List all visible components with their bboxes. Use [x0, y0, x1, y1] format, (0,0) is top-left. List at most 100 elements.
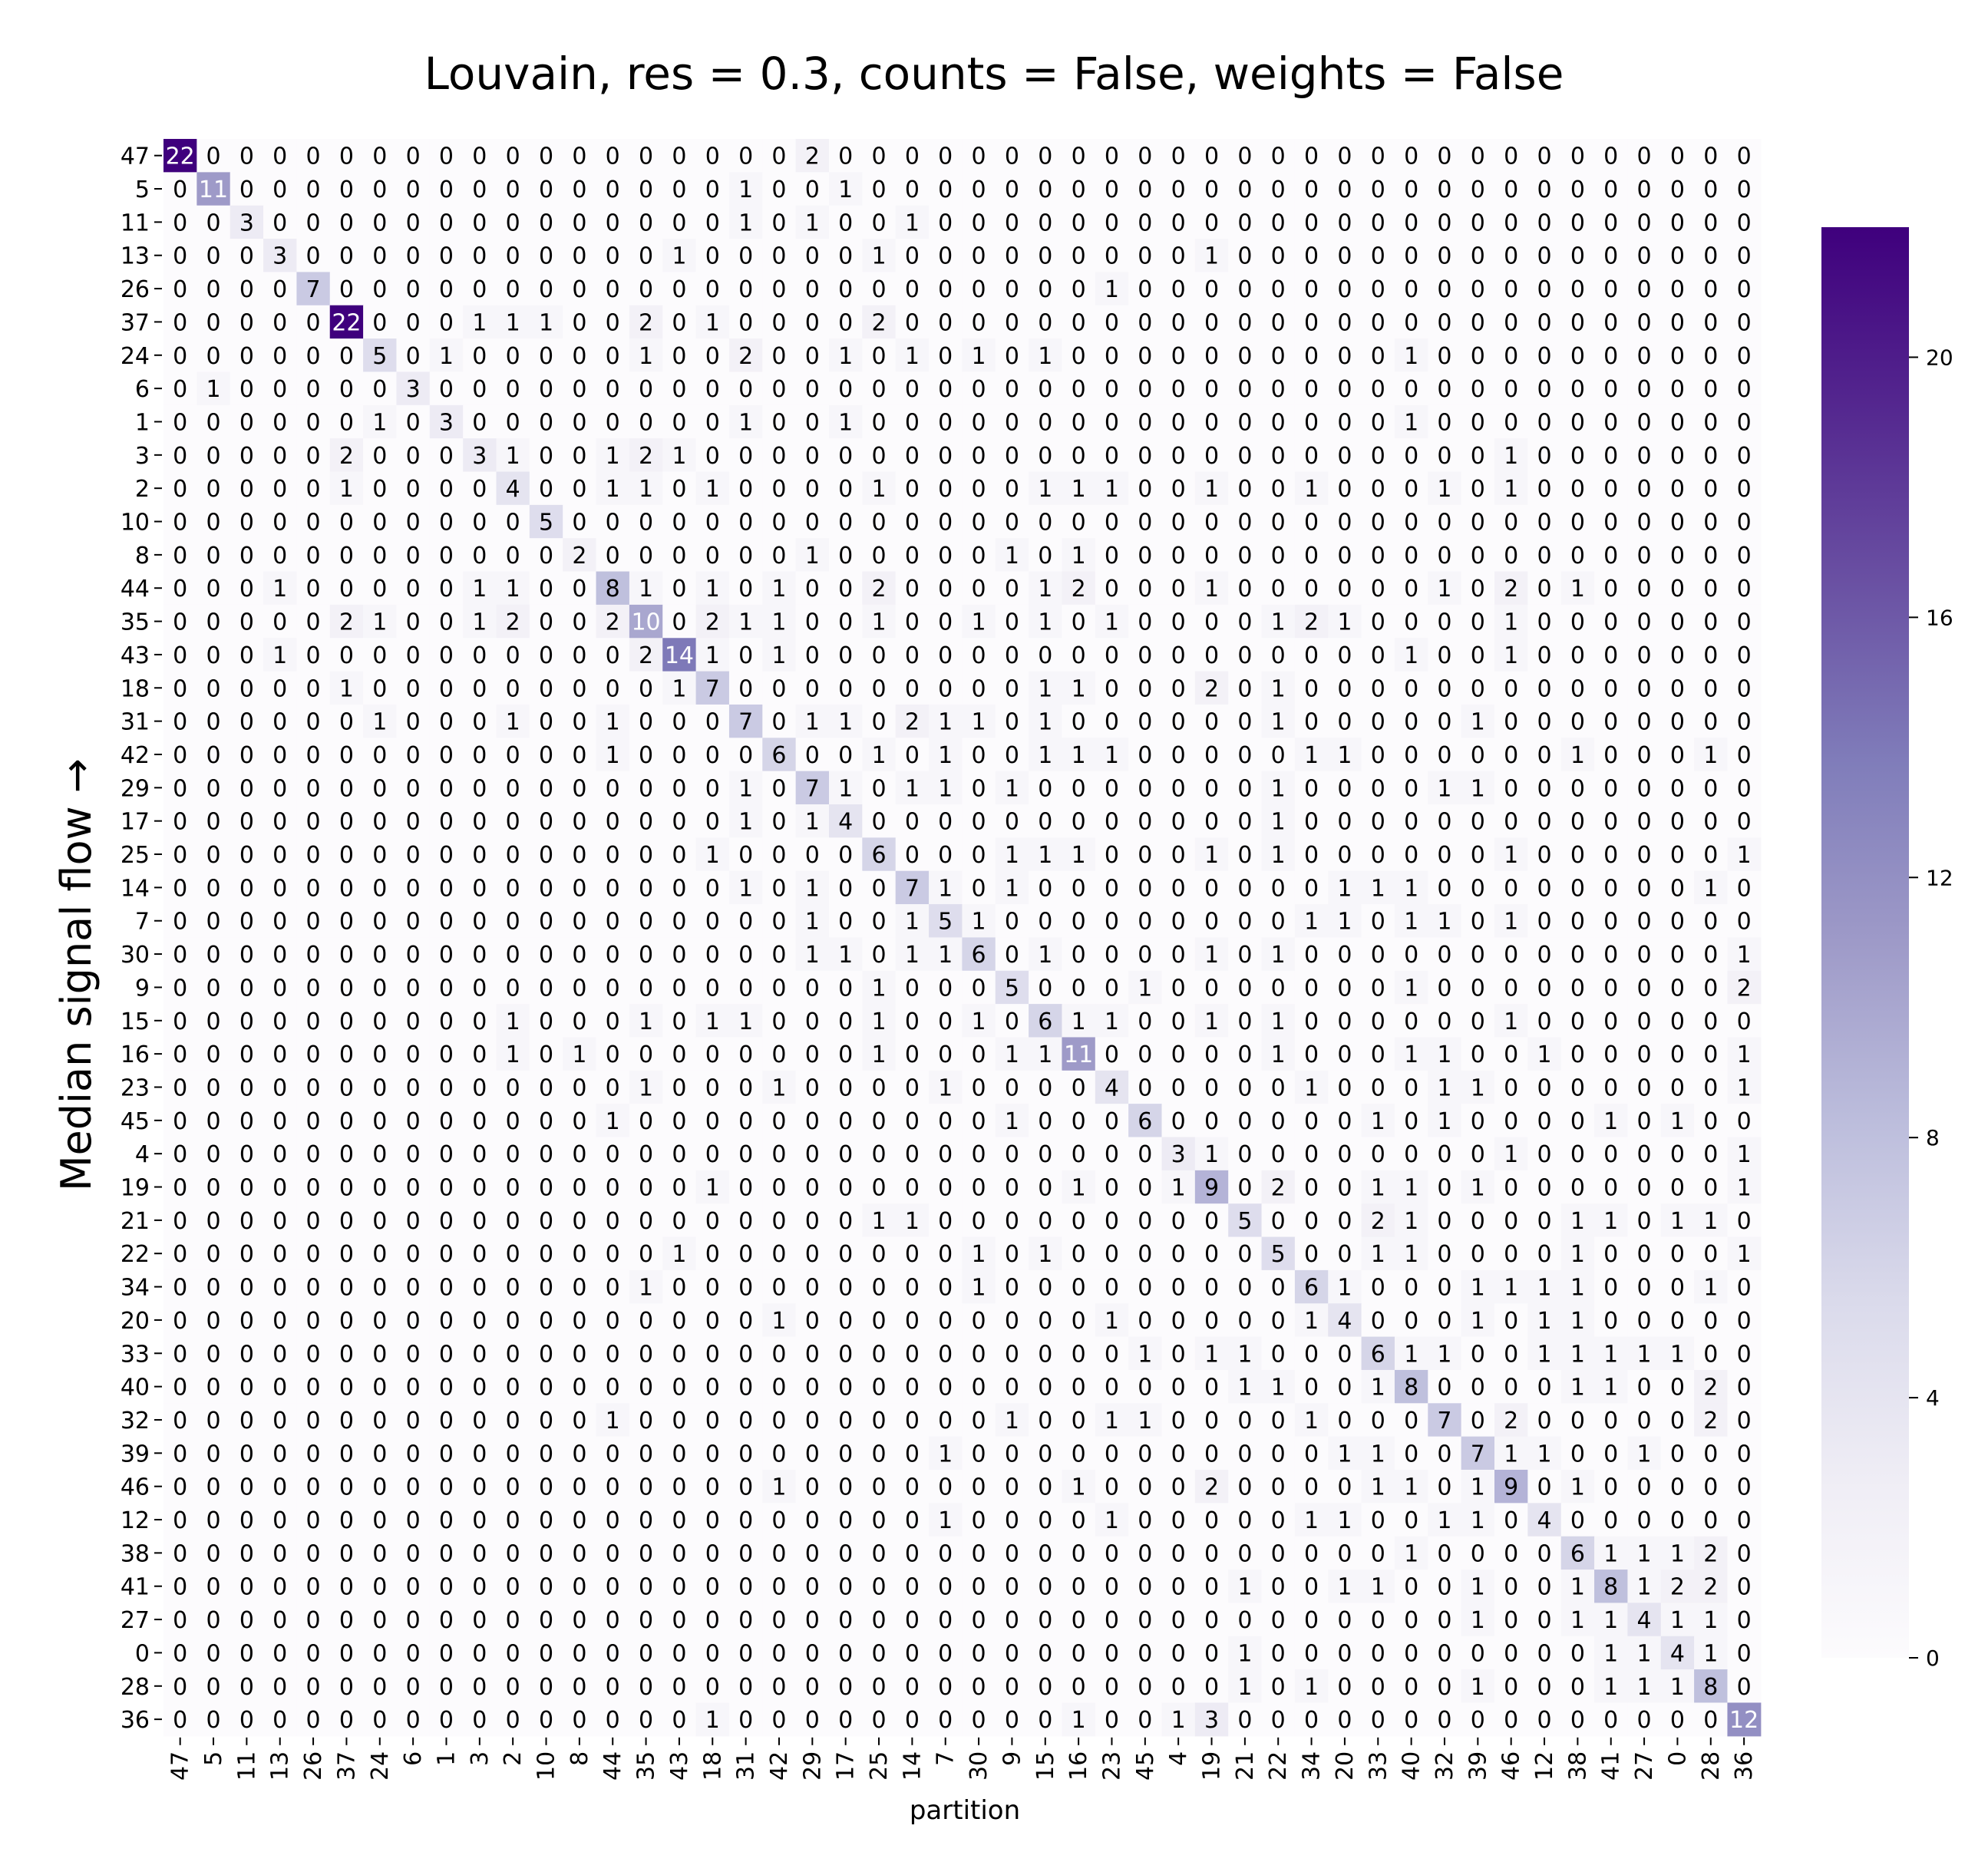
cell-value-label: 0	[972, 309, 986, 336]
cell-value-label: 0	[1637, 409, 1652, 436]
cell-value-label: 0	[805, 576, 820, 602]
cell-value-label: 0	[239, 775, 254, 802]
heatmap-cell	[1627, 239, 1662, 272]
cell-value-label: 0	[1537, 975, 1551, 1002]
cell-value-label: 0	[838, 609, 853, 636]
cell-value-label: 0	[1038, 1574, 1052, 1601]
cell-value-label: 0	[439, 1707, 454, 1734]
cell-value-label: 0	[1072, 1141, 1086, 1168]
cell-value-label: 0	[771, 343, 786, 370]
cell-value-label: 0	[972, 1208, 986, 1235]
cell-value-label: 0	[1504, 709, 1518, 736]
cell-value-label: 0	[472, 709, 487, 736]
cell-value-label: 0	[306, 510, 321, 536]
cell-value-label: 0	[572, 609, 586, 636]
cell-value-label: 0	[572, 1308, 586, 1335]
cell-value-label: 0	[1637, 1175, 1652, 1202]
cell-value-label: 1	[1038, 942, 1052, 969]
cell-value-label: 1	[1337, 1275, 1352, 1302]
cell-value-label: 0	[1537, 543, 1551, 569]
cell-value-label: 0	[1304, 642, 1319, 669]
cell-value-label: 0	[1005, 1607, 1019, 1634]
cell-value-label: 0	[938, 1275, 953, 1302]
cell-value-label: 0	[1105, 1141, 1119, 1168]
cell-value-label: 0	[838, 1308, 853, 1335]
cell-value-label: 0	[1237, 543, 1252, 569]
cell-value-label: 0	[838, 144, 853, 170]
heatmap-cell	[1727, 205, 1762, 239]
cell-value-label: 1	[1337, 875, 1352, 902]
heatmap-cell	[1594, 172, 1628, 206]
cell-value-label: 0	[1537, 177, 1551, 203]
cell-value-label: 0	[1537, 276, 1551, 303]
heatmap-cell	[1461, 172, 1495, 206]
heatmap-cell	[1560, 172, 1595, 206]
cell-value-label: 0	[1603, 1074, 1618, 1101]
cell-value-label: 1	[1737, 1041, 1752, 1068]
cell-value-label: 1	[1670, 1674, 1685, 1701]
cell-value-label: 0	[406, 1540, 421, 1567]
heatmap-cell	[662, 172, 697, 206]
cell-value-label: 0	[1404, 243, 1418, 270]
cell-value-label: 0	[506, 1640, 520, 1667]
cell-value-label: 0	[1570, 775, 1585, 802]
cell-value-label: 1	[1304, 1308, 1319, 1335]
cell-value-label: 1	[1204, 842, 1219, 869]
cell-value-label: 0	[1371, 1141, 1385, 1168]
heatmap-cell	[1727, 172, 1762, 206]
cell-value-label: 0	[771, 510, 786, 536]
cell-value-label: 0	[173, 177, 187, 203]
cell-value-label: 1	[1437, 1108, 1451, 1135]
cell-value-label: 7	[738, 709, 753, 736]
cell-value-label: 1	[606, 742, 620, 769]
cell-value-label: 0	[173, 476, 187, 503]
heatmap-cell	[1228, 239, 1263, 272]
cell-value-label: 0	[1271, 309, 1286, 336]
cell-value-label: 0	[1570, 409, 1585, 436]
cell-value-label: 0	[972, 842, 986, 869]
y-tick-label: 19	[121, 1175, 150, 1202]
cell-value-label: 0	[838, 276, 853, 303]
cell-value-label: 0	[1138, 1441, 1152, 1467]
cell-value-label: 0	[805, 1507, 820, 1534]
cell-value-label: 0	[1570, 1441, 1585, 1467]
heatmap-cell	[1394, 139, 1428, 173]
cell-value-label: 0	[1171, 875, 1186, 902]
cell-value-label: 0	[1304, 1540, 1319, 1567]
cell-value-label: 6	[1038, 1008, 1052, 1035]
cell-value-label: 0	[905, 1640, 920, 1667]
cell-value-label: 1	[938, 1507, 953, 1534]
cell-value-label: 0	[1404, 609, 1418, 636]
x-tick-label: 10	[533, 1751, 560, 1781]
cell-value-label: 0	[406, 1241, 421, 1268]
cell-value-label: 1	[1237, 1674, 1252, 1701]
cell-value-label: 1	[1637, 1441, 1652, 1467]
cell-value-label: 0	[1237, 476, 1252, 503]
cell-value-label: 0	[1105, 842, 1119, 869]
cell-value-label: 0	[1504, 1540, 1518, 1567]
cell-value-label: 0	[572, 177, 586, 203]
cell-value-label: 0	[539, 1707, 553, 1734]
cell-value-label: 0	[705, 875, 720, 902]
cell-value-label: 0	[1537, 909, 1551, 936]
heatmap-cell	[1361, 139, 1395, 173]
cell-value-label: 0	[1437, 243, 1451, 270]
x-tick-label: 35	[633, 1751, 660, 1781]
cell-value-label: 1	[972, 343, 986, 370]
cell-value-label: 0	[1138, 1707, 1152, 1734]
cell-value-label: 0	[1737, 1008, 1752, 1035]
y-tick-label: 27	[121, 1607, 150, 1634]
cell-value-label: 0	[1171, 1408, 1186, 1434]
cell-value-label: 0	[1038, 1175, 1052, 1202]
cell-value-label: 0	[1171, 409, 1186, 436]
cell-value-label: 1	[506, 576, 520, 602]
cell-value-label: 0	[1105, 709, 1119, 736]
cell-value-label: 0	[1471, 309, 1485, 336]
cell-value-label: 0	[1237, 1607, 1252, 1634]
cell-value-label: 0	[838, 842, 853, 869]
cell-value-label: 0	[1703, 443, 1718, 470]
cell-value-label: 0	[406, 543, 421, 569]
cell-value-label: 0	[372, 376, 387, 403]
heatmap-cell	[463, 172, 497, 206]
y-tick-label: 47	[121, 144, 150, 170]
